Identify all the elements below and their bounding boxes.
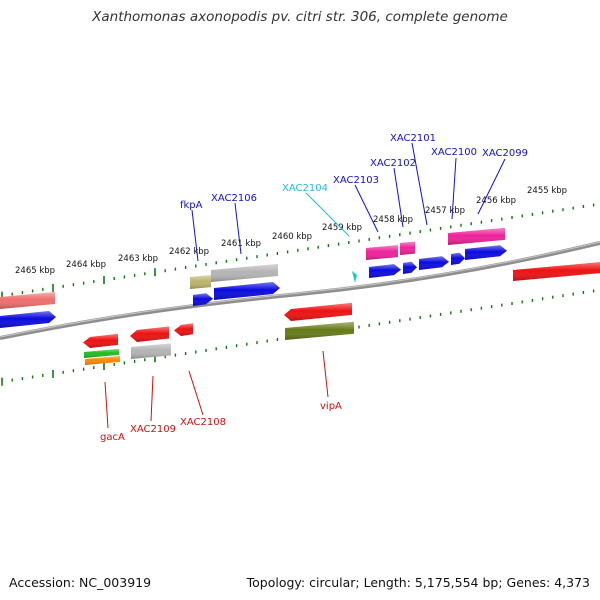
gene-vipa-shade [285, 321, 354, 340]
gene-khaki-shade [190, 275, 211, 289]
gene-label-xac2108[interactable]: XAC2108 [180, 417, 226, 428]
leader-line [411, 142, 428, 226]
gene-label-xac2100[interactable]: XAC2100 [431, 147, 477, 158]
gene-blue-left-shade [0, 310, 56, 328]
gene-xac2100-shade [451, 252, 465, 265]
accession-text: Accession: NC_003919 [9, 575, 152, 590]
gene-label-fkpa[interactable]: fkpA [180, 200, 203, 211]
tick-label: 2460 kbp [272, 232, 312, 242]
gene-magenta-2-shade [400, 241, 415, 255]
tick-label: 2461 kbp [221, 239, 261, 249]
gene-xac2099-shade [465, 245, 507, 260]
leader-line [191, 209, 199, 262]
gene-label-xac2106[interactable]: XAC2106 [211, 193, 257, 204]
tick-label: 2464 kbp [66, 260, 106, 270]
gene-xac2109-shade [130, 326, 169, 342]
genome-backbone-highlight [0, 241, 600, 338]
gene-xac2102-shade [403, 261, 417, 274]
leader-line [354, 184, 379, 233]
gene-label-xac2109[interactable]: XAC2109 [130, 424, 176, 435]
tick-label: 2455 kbp [527, 186, 567, 196]
tick-label: 2457 kbp [425, 206, 465, 216]
gene-gray-lower-shade [131, 343, 171, 359]
leader-line [393, 167, 404, 228]
gene-gray-upper-shade [211, 263, 278, 282]
tick-label: 2463 kbp [118, 254, 158, 264]
gene-orange-shade [85, 355, 120, 365]
gene-green-shade [84, 348, 119, 358]
gene-magenta-3-shade [366, 245, 398, 260]
tick-label: 2456 kbp [476, 196, 516, 206]
gene-label-xac2101[interactable]: XAC2101 [390, 133, 436, 144]
tick-label: 2465 kbp [15, 266, 55, 276]
upper-scale [1, 203, 595, 300]
tick-label: 2458 kbp [373, 215, 413, 225]
gene-red-mid-shade [284, 302, 352, 321]
map-title: Xanthomonas axonopodis pv. citri str. 30… [92, 9, 508, 25]
gene-xac2103-shade [369, 264, 401, 278]
genome-stats-text: Topology: circular; Length: 5,175,554 bp… [246, 575, 590, 590]
gene-magenta-1-shade [448, 227, 505, 245]
gene-red-far-right-shade [513, 262, 600, 281]
leader-line [305, 192, 350, 237]
gene-label-xac2104[interactable]: XAC2104 [282, 183, 328, 194]
leader-line [477, 158, 506, 215]
genome-backbone [0, 241, 600, 340]
gene-xac2101-shade [419, 256, 449, 270]
gene-label-xac2102[interactable]: XAC2102 [370, 158, 416, 169]
gene-label-gaca[interactable]: gacA [100, 432, 125, 443]
gene-xac2108-shade [174, 323, 193, 336]
gene-salmon-left-shade [0, 292, 55, 309]
gene-label-vipa[interactable]: vipA [320, 401, 342, 412]
gene-xac2104[interactable] [352, 271, 357, 283]
leader-line [188, 370, 204, 416]
gene-gaca-shade [83, 333, 118, 348]
gene-xac2106-shade [214, 282, 280, 300]
tick-label: 2459 kbp [322, 223, 362, 233]
gene-fkpa-shade [193, 293, 213, 306]
leader-line [451, 157, 457, 220]
gene-label-xac2099[interactable]: XAC2099 [482, 148, 528, 159]
leader-line [322, 350, 329, 398]
gene-label-xac2103[interactable]: XAC2103 [333, 175, 379, 186]
leader-line [104, 381, 109, 429]
tick-label: 2462 kbp [169, 247, 209, 257]
leader-line [234, 202, 242, 255]
leader-line [150, 375, 154, 422]
